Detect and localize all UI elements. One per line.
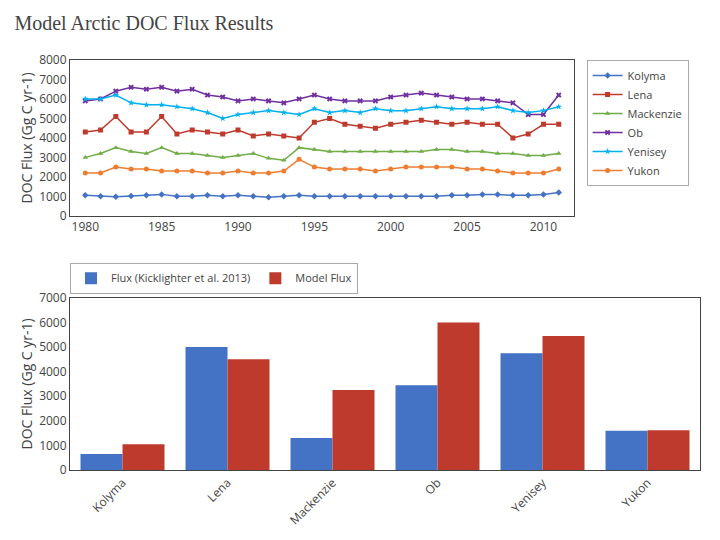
svg-text:2000: 2000	[39, 412, 67, 429]
svg-text:Ob: Ob	[421, 474, 445, 498]
svg-text:5000: 5000	[39, 338, 67, 355]
svg-text:DOC Flux (Gg C yr-1): DOC Flux (Gg C yr-1)	[17, 318, 36, 449]
svg-text:Model Arctic DOC Flux Results: Model Arctic DOC Flux Results	[14, 12, 273, 34]
svg-text:6000: 6000	[39, 314, 67, 331]
svg-text:1000: 1000	[39, 188, 67, 205]
svg-text:1000: 1000	[39, 437, 67, 454]
svg-text:2010: 2010	[530, 218, 558, 235]
svg-text:3000: 3000	[39, 387, 67, 404]
svg-text:7000: 7000	[39, 71, 67, 88]
svg-text:4000: 4000	[39, 129, 67, 146]
svg-text:1995: 1995	[301, 218, 329, 235]
svg-text:7000: 7000	[39, 289, 67, 306]
svg-text:1990: 1990	[224, 218, 252, 235]
svg-text:0: 0	[60, 207, 67, 224]
svg-text:Lena: Lena	[628, 87, 653, 102]
svg-text:1980: 1980	[72, 218, 100, 235]
svg-text:4000: 4000	[39, 363, 67, 380]
svg-text:Mackenzie: Mackenzie	[286, 474, 340, 528]
svg-text:5000: 5000	[39, 110, 67, 127]
svg-text:Flux (Kicklighter et al. 2013): Flux (Kicklighter et al. 2013)	[111, 270, 250, 285]
svg-text:8000: 8000	[39, 51, 67, 68]
svg-text:2005: 2005	[453, 218, 481, 235]
svg-text:2000: 2000	[377, 218, 405, 235]
svg-text:DOC Flux (Gg C yr-1): DOC Flux (Gg C yr-1)	[17, 72, 36, 203]
svg-text:Yenisey: Yenisey	[628, 144, 667, 159]
svg-text:Kolyma: Kolyma	[628, 68, 666, 83]
svg-text:0: 0	[60, 461, 67, 478]
svg-text:2000: 2000	[39, 168, 67, 185]
svg-text:Kolyma: Kolyma	[88, 474, 129, 515]
svg-text:Ob: Ob	[628, 125, 644, 140]
svg-text:Model Flux: Model Flux	[295, 270, 351, 285]
svg-text:Lena: Lena	[203, 474, 234, 505]
svg-text:Yenisey: Yenisey	[508, 474, 551, 517]
svg-text:Mackenzie: Mackenzie	[628, 106, 682, 121]
svg-text:6000: 6000	[39, 90, 67, 107]
svg-text:1985: 1985	[148, 218, 176, 235]
svg-text:3000: 3000	[39, 149, 67, 166]
svg-text:Yukon: Yukon	[618, 474, 655, 511]
svg-text:Yukon: Yukon	[628, 163, 660, 178]
